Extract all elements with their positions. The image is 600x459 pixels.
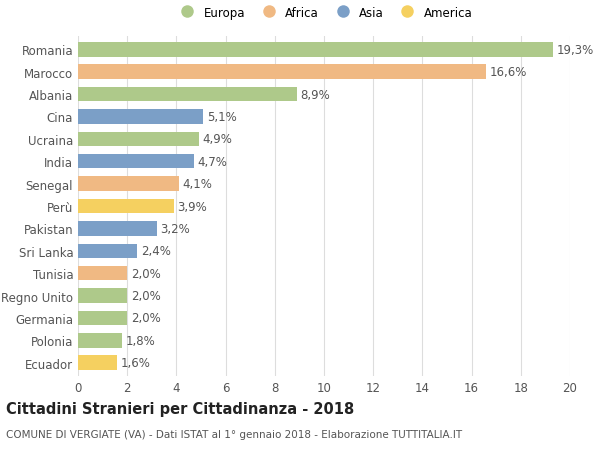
Bar	[78, 177, 179, 191]
Bar	[78, 333, 122, 348]
Text: 1,6%: 1,6%	[121, 357, 151, 369]
Text: 2,0%: 2,0%	[131, 312, 161, 325]
Text: Cittadini Stranieri per Cittadinanza - 2018: Cittadini Stranieri per Cittadinanza - 2…	[6, 402, 354, 417]
Bar	[78, 43, 553, 57]
Bar	[78, 289, 127, 303]
Text: 2,4%: 2,4%	[141, 245, 170, 257]
Text: 19,3%: 19,3%	[556, 44, 594, 56]
Text: 8,9%: 8,9%	[301, 88, 331, 101]
Text: 1,8%: 1,8%	[126, 334, 156, 347]
Bar	[78, 199, 174, 214]
Text: 4,7%: 4,7%	[197, 156, 227, 168]
Bar	[78, 65, 487, 80]
Text: 3,2%: 3,2%	[160, 223, 190, 235]
Bar	[78, 356, 118, 370]
Text: 16,6%: 16,6%	[490, 66, 527, 79]
Text: 3,9%: 3,9%	[178, 200, 208, 213]
Text: 2,0%: 2,0%	[131, 290, 161, 302]
Bar	[78, 110, 203, 124]
Bar	[78, 88, 297, 102]
Bar	[78, 244, 137, 258]
Text: 4,1%: 4,1%	[182, 178, 212, 190]
Bar	[78, 222, 157, 236]
Text: COMUNE DI VERGIATE (VA) - Dati ISTAT al 1° gennaio 2018 - Elaborazione TUTTITALI: COMUNE DI VERGIATE (VA) - Dati ISTAT al …	[6, 429, 462, 439]
Text: 5,1%: 5,1%	[207, 111, 237, 123]
Text: 4,9%: 4,9%	[202, 133, 232, 146]
Legend: Europa, Africa, Asia, America: Europa, Africa, Asia, America	[170, 2, 478, 24]
Bar	[78, 155, 194, 169]
Bar	[78, 311, 127, 325]
Bar	[78, 132, 199, 147]
Text: 2,0%: 2,0%	[131, 267, 161, 280]
Bar	[78, 266, 127, 281]
